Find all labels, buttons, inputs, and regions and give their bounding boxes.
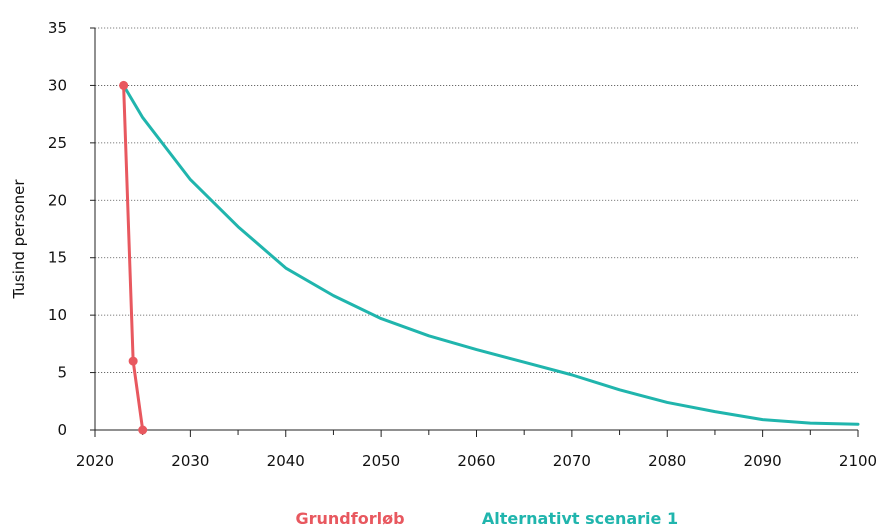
series-line-1 (122, 83, 145, 432)
y-tick-label: 30 (48, 76, 67, 94)
y-tick-label: 35 (48, 19, 67, 37)
x-tick-label: 2100 (839, 452, 877, 470)
y-axis-title: Tusind personer (10, 179, 28, 300)
x-tick-label: 2090 (744, 452, 782, 470)
y-tick-label: 25 (48, 134, 67, 152)
y-tick-label: 0 (57, 421, 67, 439)
legend: Grundforløb Alternativt scenarie 1 (295, 509, 678, 528)
x-tick-label: 2080 (648, 452, 686, 470)
data-point (128, 356, 138, 366)
x-tick-label: 2070 (553, 452, 591, 470)
x-tick-label: 2020 (76, 452, 114, 470)
series-lines (119, 80, 860, 435)
legend-entry-1: Grundforløb (295, 509, 404, 526)
x-tick-label: 2040 (267, 452, 305, 470)
y-tick-label: 10 (48, 306, 67, 324)
data-point (119, 80, 129, 90)
y-tick-label: 15 (48, 249, 67, 267)
grid-lines (95, 27, 858, 373)
axes: 0 5 10 15 20 25 30 35 2020 2030 2040 2050 2060 2070 20… (48, 19, 877, 470)
y-tick-label: 20 (48, 191, 67, 209)
x-tick-label: 2060 (457, 452, 495, 470)
legend-entry-2: Alternativt scenarie 1 (482, 509, 678, 526)
x-tick-label: 2030 (171, 452, 209, 470)
series-line-2 (122, 83, 860, 426)
x-tick-label: 2050 (362, 452, 400, 470)
data-point (138, 425, 148, 435)
y-tick-label: 5 (57, 364, 67, 382)
